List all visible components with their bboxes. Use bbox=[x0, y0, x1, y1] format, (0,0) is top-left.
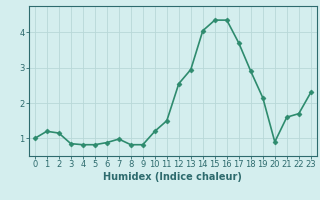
X-axis label: Humidex (Indice chaleur): Humidex (Indice chaleur) bbox=[103, 172, 242, 182]
